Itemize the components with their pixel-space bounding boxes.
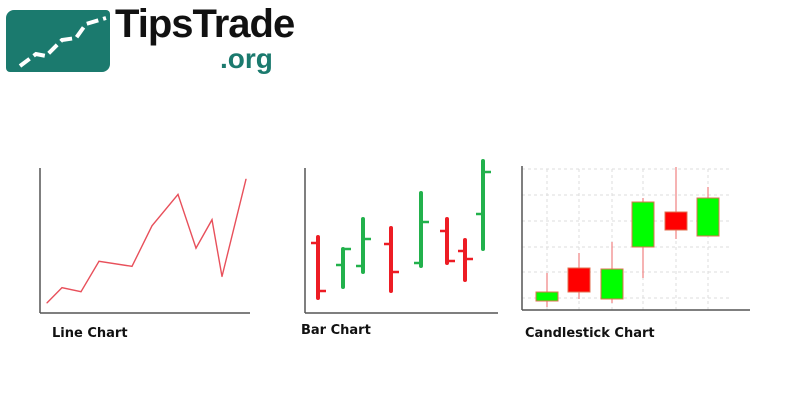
price-line (46, 179, 247, 304)
line-point (221, 275, 223, 278)
candle-up (600, 268, 624, 300)
line-point (245, 178, 247, 180)
candle-down (664, 211, 688, 231)
candle-up (631, 201, 655, 248)
candlestick-chart-title: Candlestick Chart (525, 326, 655, 341)
line-point (46, 302, 48, 304)
bar-chart (304, 159, 498, 314)
line-point (177, 193, 179, 195)
candle-down (567, 267, 591, 293)
line-point (80, 291, 82, 293)
logo-text: TipsTrade (115, 2, 295, 46)
line-chart (39, 168, 250, 314)
line-point (195, 247, 197, 249)
tipstrade-logo: TipsTrade .org (0, 0, 350, 80)
candlestick-chart (521, 166, 750, 311)
line-chart-title: Line Chart (52, 326, 128, 341)
candle-up (696, 197, 720, 237)
line-point (61, 287, 63, 289)
candle-up (535, 291, 559, 302)
line-point (211, 219, 213, 221)
line-point (98, 260, 100, 262)
line-point (151, 225, 153, 227)
logo-chart-icon (6, 10, 110, 72)
bar-chart-title: Bar Chart (301, 323, 371, 338)
line-point (131, 265, 133, 267)
logo-suffix: .org (220, 43, 273, 74)
